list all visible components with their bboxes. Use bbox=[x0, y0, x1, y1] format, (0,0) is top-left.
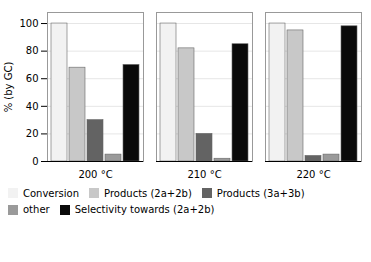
svg-text:40: 40 bbox=[26, 101, 39, 112]
svg-text:200 °C: 200 °C bbox=[78, 169, 112, 180]
html-text:other: other bbox=[23, 204, 50, 216]
html-text:Conversion: Conversion bbox=[23, 187, 80, 199]
html-text:Products (3a+3b): Products (3a+3b) bbox=[216, 187, 305, 199]
svg-text:80: 80 bbox=[26, 45, 39, 56]
svg-text:60: 60 bbox=[26, 73, 39, 84]
html-text:Products (2a+2b): Products (2a+2b) bbox=[104, 187, 192, 199]
svg-text:210 °C: 210 °C bbox=[187, 169, 221, 180]
svg-text:220 °C: 220 °C bbox=[296, 169, 330, 180]
svg-text:100: 100 bbox=[19, 18, 38, 29]
svg-text:% (by GC): % (by GC) bbox=[3, 62, 14, 113]
svg-text:0: 0 bbox=[32, 156, 38, 167]
svg-text:20: 20 bbox=[26, 128, 39, 139]
html-text:Selectivity towards (2a+2b): Selectivity towards (2a+2b) bbox=[74, 204, 215, 216]
